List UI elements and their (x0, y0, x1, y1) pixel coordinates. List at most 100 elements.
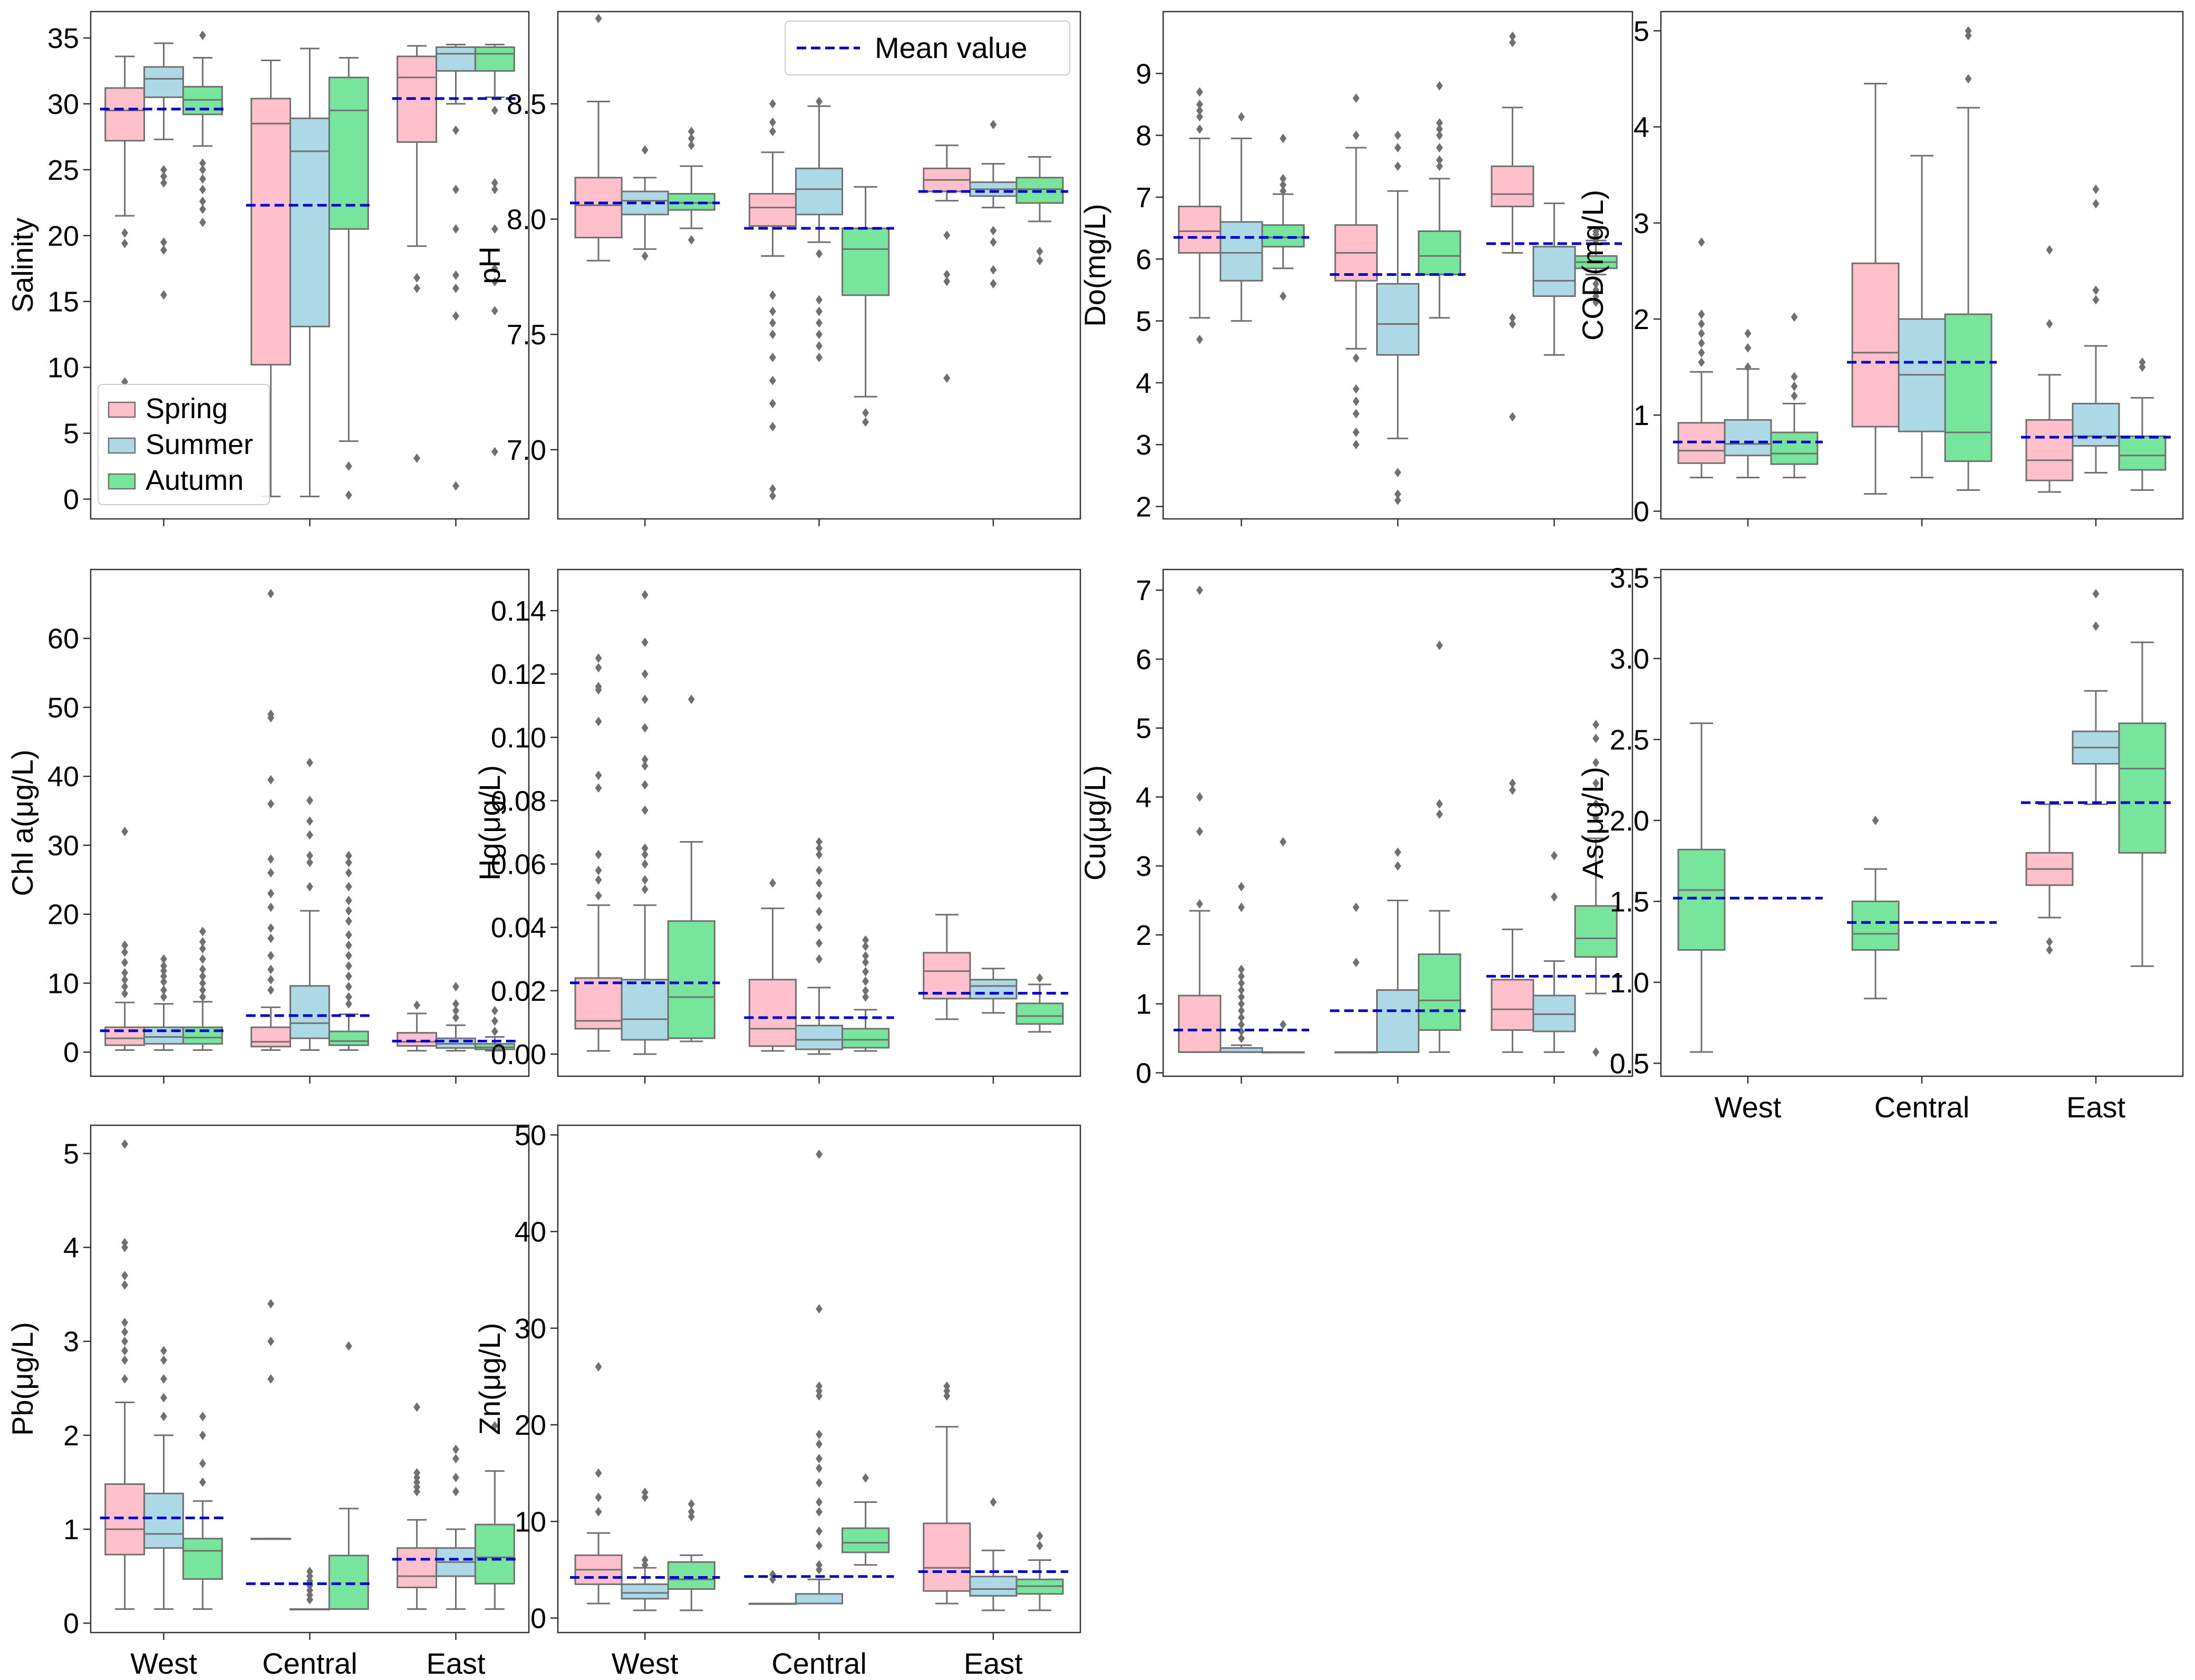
outlier-point (769, 127, 776, 137)
outlier-point (816, 1565, 823, 1575)
panel-frame (557, 1124, 1081, 1634)
outlier-point (688, 133, 695, 143)
outlier-point (452, 1006, 459, 1016)
outlier-point (2092, 589, 2100, 599)
outlier-point (816, 891, 823, 901)
outlier-point (1237, 1006, 1245, 1016)
outlier-point (688, 140, 695, 150)
box-east-summer (1532, 202, 1576, 356)
outlier-point (160, 165, 167, 175)
outlier-point (121, 947, 129, 957)
outlier-point (816, 938, 823, 948)
outlier-point (1698, 347, 1705, 358)
outlier-point (1279, 133, 1287, 143)
outlier-point (1352, 427, 1360, 437)
y-tick-label: 0.04 (491, 912, 546, 944)
outlier-point (306, 816, 313, 826)
outlier-point (491, 1016, 498, 1026)
outlier-point (306, 758, 313, 768)
box-central-autumn (1418, 640, 1462, 1053)
box-central-autumn (328, 56, 369, 500)
box-east-spring (923, 914, 971, 1020)
outlier-point (943, 230, 951, 240)
box-body (2118, 435, 2167, 471)
outlier-point (1196, 585, 1203, 595)
outlier-point (1744, 343, 1752, 353)
panel-3: 0 1 2 3 4 5 COD(mg/L) (1576, 11, 2184, 527)
outlier-point (1036, 1531, 1043, 1541)
outlier-point (267, 923, 275, 933)
outlier-point (816, 954, 823, 964)
outlier-point (452, 1444, 459, 1454)
outlier-point (345, 940, 352, 950)
outlier-point (688, 235, 695, 245)
legend-label-autumn: Autumn (146, 465, 244, 496)
box-body (250, 1026, 292, 1048)
y-tick-label: 4 (1136, 368, 1152, 399)
outlier-point (1279, 186, 1287, 196)
y-tick-label: 0 (63, 1037, 79, 1068)
outlier-point (641, 694, 649, 704)
outlier-point (452, 185, 459, 195)
y-tick-label: 2 (1136, 920, 1152, 951)
outlier-point (769, 878, 776, 888)
outlier-point (452, 481, 459, 491)
y-tick-label: 5 (1136, 713, 1152, 745)
outlier-point (769, 99, 776, 109)
box-central-spring (748, 878, 797, 1052)
outlier-point (2046, 319, 2053, 329)
outlier-point (816, 837, 823, 847)
outlier-point (1196, 792, 1203, 802)
box-body (250, 98, 292, 366)
outlier-point (1196, 112, 1203, 122)
outlier-point (641, 1492, 649, 1502)
y-axis-label: Pb(μg/L) (6, 1322, 39, 1436)
box-central-autumn (1418, 81, 1462, 319)
panel-1: 7.0 7.5 8.0 8.5 pH Mean value (473, 11, 1081, 526)
outlier-point (1744, 329, 1752, 339)
outlier-point (1394, 143, 1401, 153)
box-central-summer (1898, 155, 1946, 479)
box-body (289, 117, 330, 327)
x-tick-label: West (1715, 1090, 1782, 1124)
outlier-point (121, 228, 129, 238)
box-body (143, 1492, 184, 1549)
outlier-point (1036, 246, 1043, 256)
outlier-point (641, 723, 649, 733)
outlier-point (121, 1139, 129, 1149)
outlier-point (769, 117, 776, 127)
outlier-point (595, 663, 602, 673)
outlier-point (1965, 74, 1972, 84)
outlier-point (641, 1560, 649, 1570)
outlier-point (1237, 978, 1245, 988)
box-east-autumn (1574, 720, 1618, 1057)
outlier-point (160, 954, 167, 964)
panel-2: 2 3 4 5 6 7 8 9 Do(mg/L) (1078, 11, 1633, 526)
outlier-point (121, 1374, 129, 1384)
box-central-summer (289, 1567, 330, 1610)
outlier-point (1196, 105, 1203, 115)
outlier-point (121, 968, 129, 978)
box-body (328, 76, 369, 230)
panel-9: 0 10 20 30 40 50 Zn(μg/L) West Central East (473, 1119, 1081, 1680)
outlier-point (1592, 229, 1600, 239)
box-body (1851, 262, 1900, 428)
outlier-point (267, 1374, 275, 1384)
outlier-point (1698, 237, 1705, 247)
box-central-autumn (328, 851, 369, 1051)
outlier-point (1592, 1047, 1600, 1057)
outlier-point (816, 1560, 823, 1570)
outlier-point (491, 185, 498, 195)
box-body (104, 1026, 146, 1046)
y-tick-label: 3 (1136, 429, 1152, 461)
outlier-point (595, 1362, 602, 1372)
y-axis-label: Hg(μg/L) (473, 765, 506, 881)
outlier-point (267, 974, 275, 984)
outlier-point (345, 951, 352, 961)
outlier-point (816, 906, 823, 916)
y-tick-label: 7 (1136, 182, 1152, 214)
outlier-point (816, 1149, 823, 1159)
outlier-point (641, 590, 649, 600)
panel-7: 0.5 1.0 1.5 2.0 2.5 3.0 3.5 As(μg/L) West Central… (1576, 562, 2184, 1124)
outlier-point (345, 1341, 352, 1351)
